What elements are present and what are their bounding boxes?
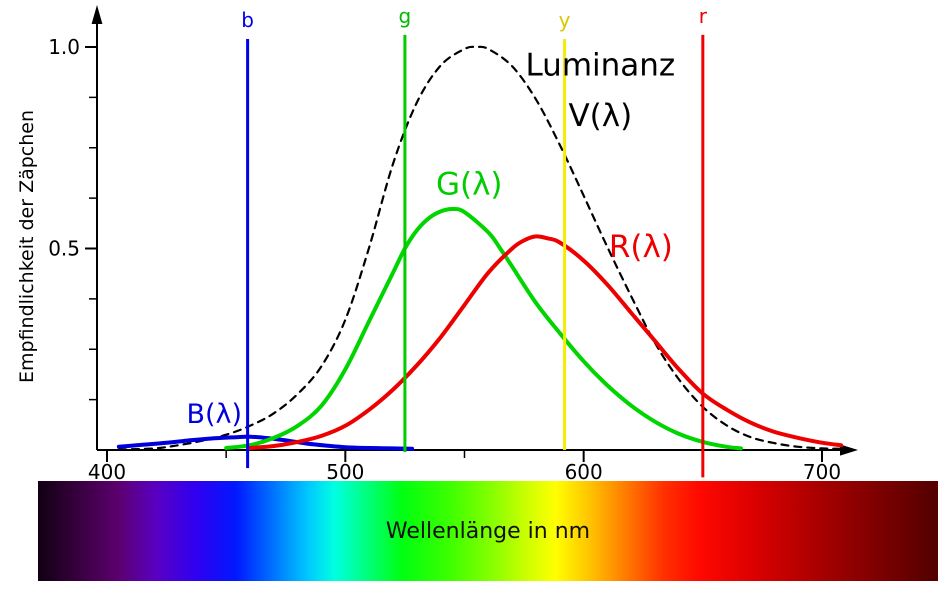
marker-label-g: g xyxy=(399,4,412,28)
marker-label-y: y xyxy=(559,8,571,32)
y-tick-label: 1.0 xyxy=(48,35,80,59)
luminanz-label: Luminanz xyxy=(525,48,675,84)
x-tick-label: 600 xyxy=(565,460,603,481)
x-tick-label: 700 xyxy=(803,460,841,481)
marker-label-r: r xyxy=(699,4,708,28)
curve-luminanz xyxy=(117,45,843,451)
x-tick-label: 500 xyxy=(326,460,364,481)
curve-g xyxy=(224,206,743,451)
r-label: R(λ) xyxy=(609,229,673,265)
curve-r xyxy=(248,234,844,450)
y-axis-arrow xyxy=(91,5,103,24)
y-tick-label: 0.5 xyxy=(48,237,80,261)
b-label: B(λ) xyxy=(186,399,242,430)
wavelength-axis-label: Wellenlänge in nm xyxy=(385,518,591,544)
v-label: V(λ) xyxy=(568,98,632,134)
plot-area: 400 500 600 700 1.0 0.5 b g y r Luminanz V(λ) G(λ) R(… xyxy=(48,4,858,481)
x-tick-label: 400 xyxy=(88,460,126,481)
g-label: G(λ) xyxy=(436,167,503,203)
marker-label-b: b xyxy=(241,8,254,32)
spectrum-wavelength-bar: Wellenlänge in nm xyxy=(38,481,938,581)
x-axis-arrow xyxy=(840,444,858,456)
